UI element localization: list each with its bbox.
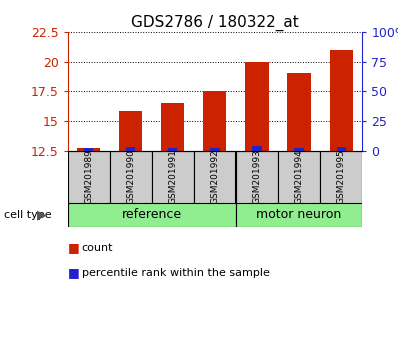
Text: GSM201992: GSM201992: [211, 149, 219, 204]
Bar: [246, 62, 269, 150]
Bar: [295, 148, 304, 150]
Bar: [119, 112, 142, 150]
Text: ■: ■: [68, 241, 80, 254]
Bar: [68, 203, 236, 227]
Bar: [252, 147, 261, 150]
Bar: [68, 150, 110, 203]
Text: percentile rank within the sample: percentile rank within the sample: [82, 268, 269, 278]
Bar: [337, 147, 346, 150]
Bar: [203, 91, 226, 150]
Bar: [110, 150, 152, 203]
Text: count: count: [82, 243, 113, 253]
Bar: [161, 103, 184, 150]
Bar: [236, 203, 362, 227]
Bar: [287, 73, 311, 150]
Bar: [77, 148, 100, 150]
Bar: [210, 148, 220, 150]
Text: GSM201994: GSM201994: [295, 149, 304, 204]
Bar: [126, 147, 135, 150]
Bar: [168, 148, 178, 150]
Text: GSM201995: GSM201995: [337, 149, 345, 204]
Text: GSM201993: GSM201993: [252, 149, 261, 204]
Bar: [320, 150, 362, 203]
Bar: [278, 150, 320, 203]
Bar: [194, 150, 236, 203]
Bar: [236, 150, 278, 203]
Bar: [330, 50, 353, 150]
Text: GSM201989: GSM201989: [84, 149, 93, 204]
Title: GDS2786 / 180322_at: GDS2786 / 180322_at: [131, 14, 299, 30]
Text: ■: ■: [68, 266, 80, 279]
Text: motor neuron: motor neuron: [256, 208, 342, 221]
Text: reference: reference: [122, 208, 182, 221]
Text: ▶: ▶: [37, 208, 47, 221]
Bar: [152, 150, 194, 203]
Text: cell type: cell type: [4, 210, 52, 220]
Bar: [84, 148, 93, 150]
Text: GSM201991: GSM201991: [168, 149, 178, 204]
Text: GSM201990: GSM201990: [126, 149, 135, 204]
